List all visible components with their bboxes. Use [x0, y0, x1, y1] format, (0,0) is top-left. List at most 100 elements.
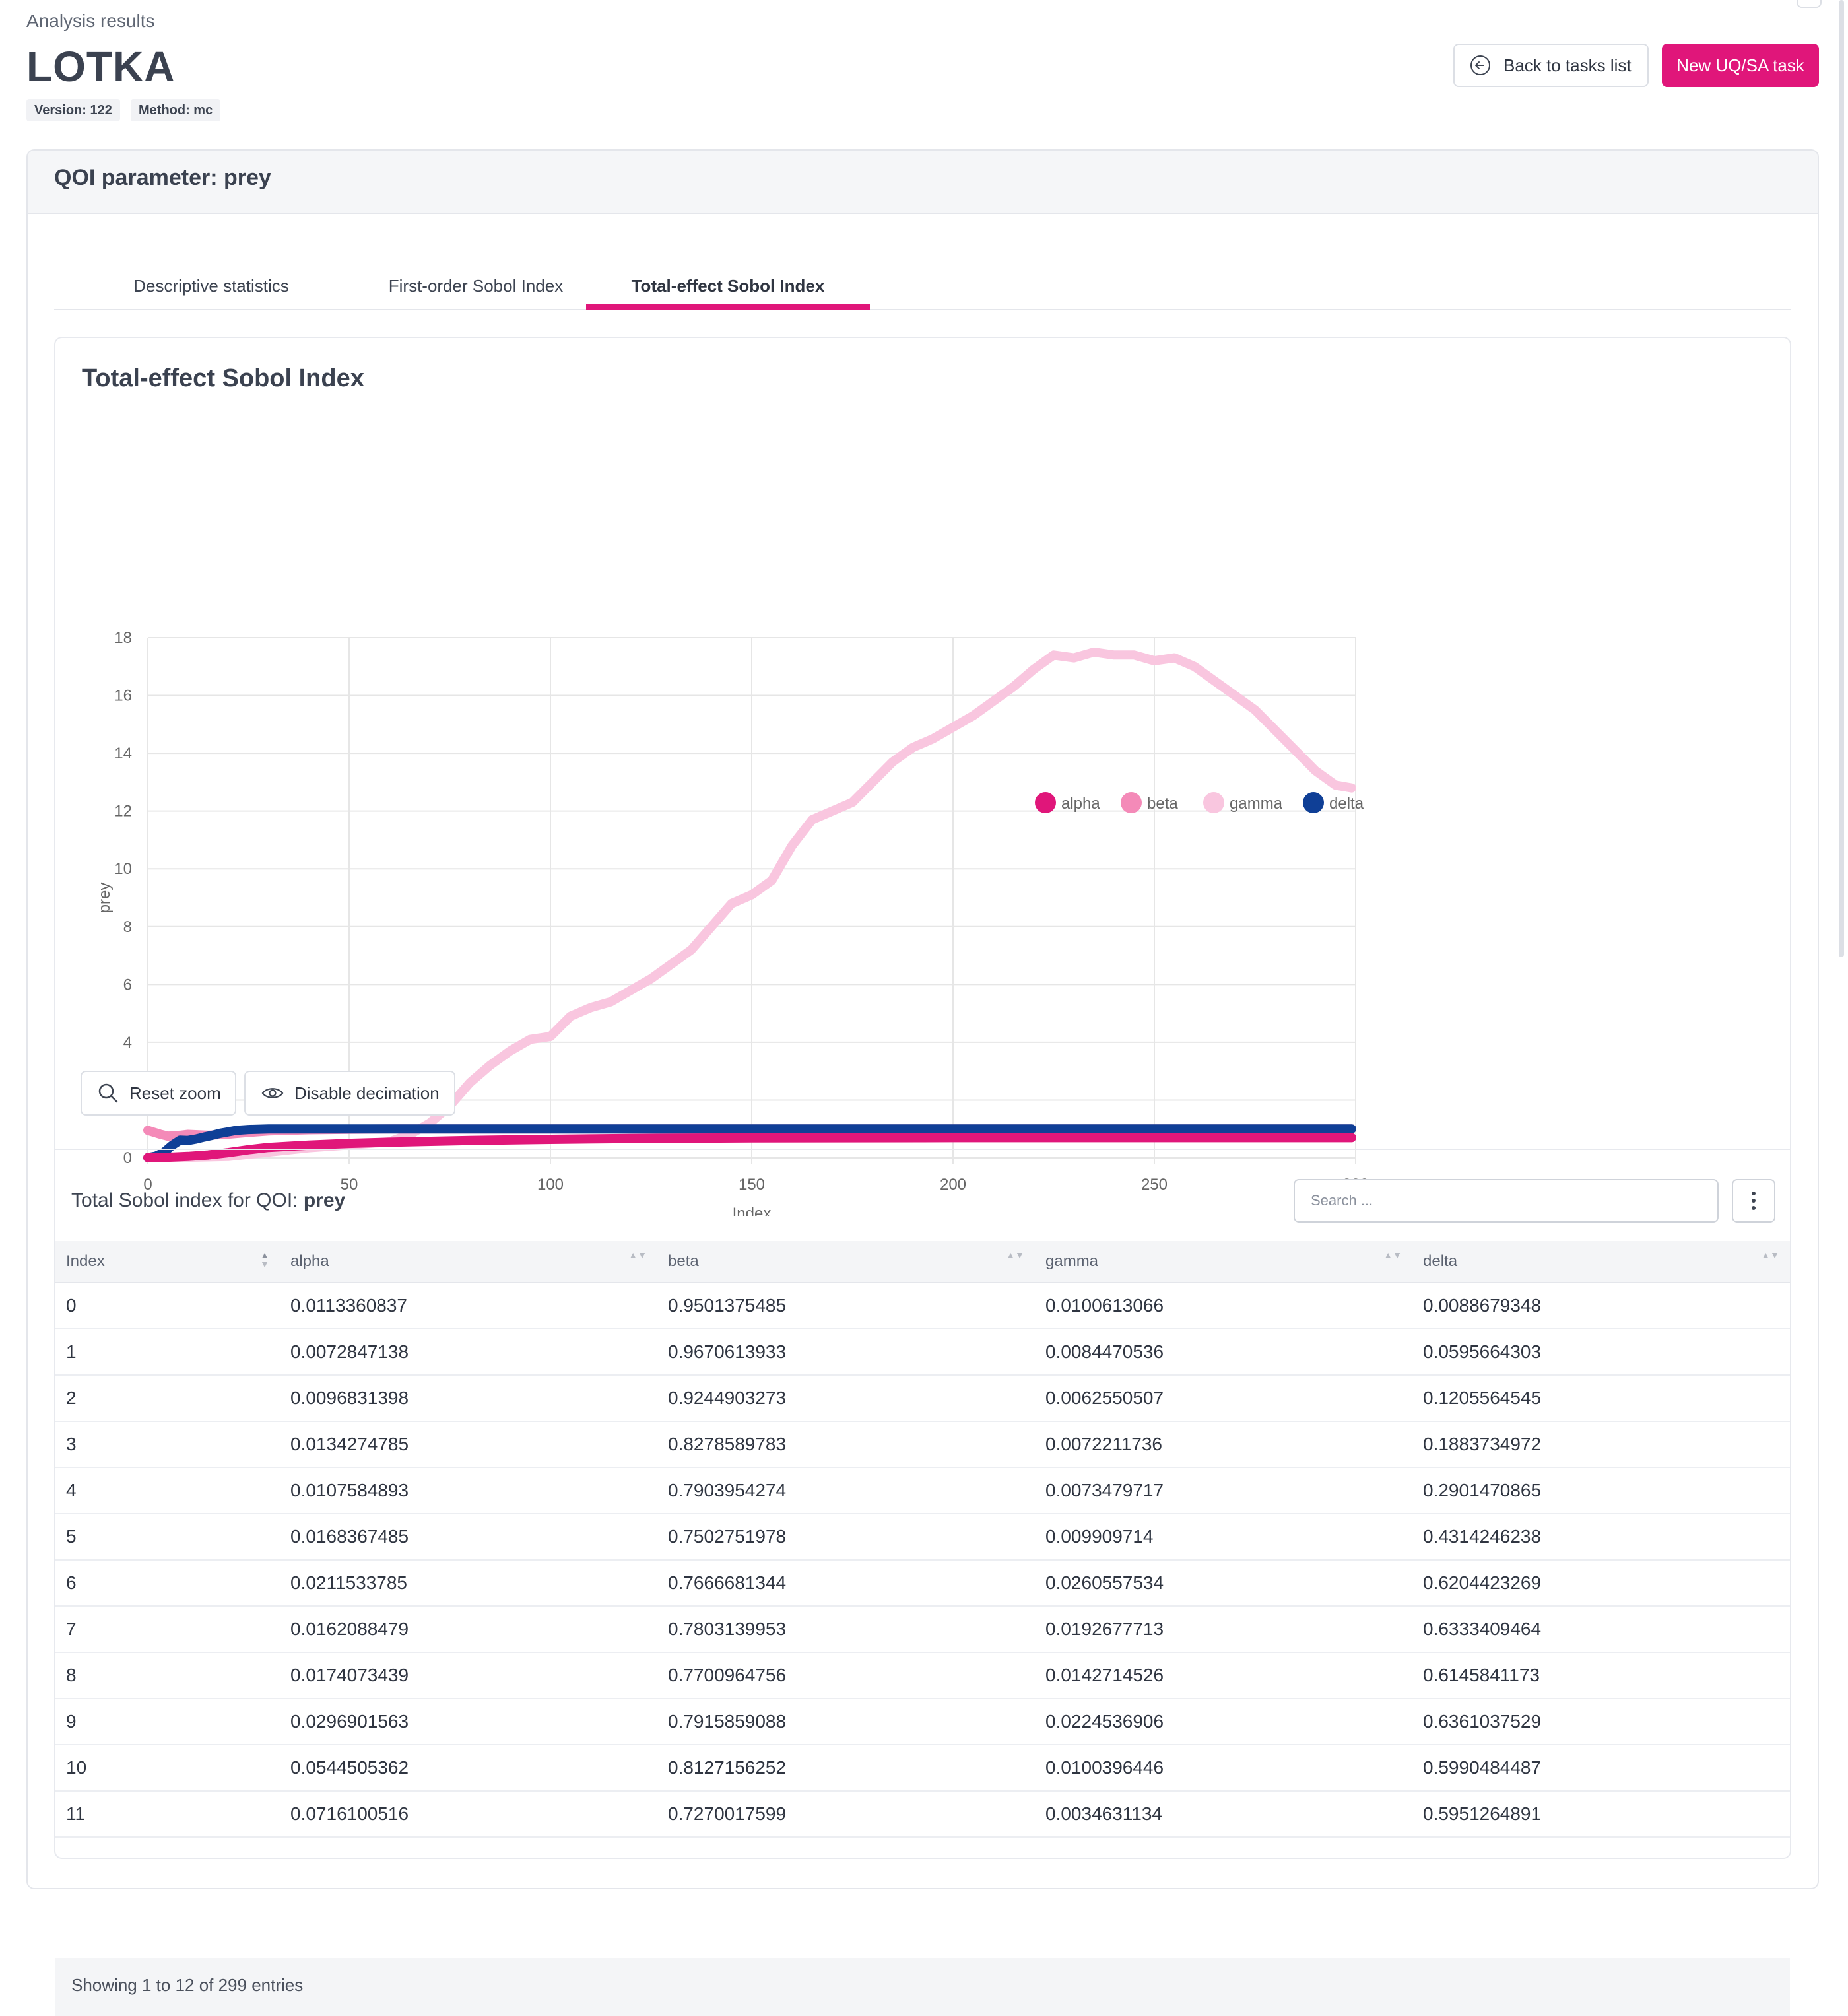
- table-cell: 0.4314246238: [1412, 1514, 1790, 1561]
- disable-decimation-button[interactable]: Disable decimation: [244, 1071, 455, 1116]
- table-title: Total Sobol index for QOI: prey: [71, 1190, 345, 1212]
- reset-zoom-button[interactable]: Reset zoom: [81, 1071, 236, 1116]
- method-badge: Method: mc: [131, 99, 221, 121]
- x-axis-label: Index: [733, 1205, 772, 1216]
- x-tick-label: 150: [739, 1176, 765, 1193]
- table-cell: 0.0142714526: [1035, 1652, 1412, 1699]
- table-cell: 0.0100396446: [1035, 1745, 1412, 1792]
- table-cell: 0.1205564545: [1412, 1375, 1790, 1422]
- table-cell: 0.7270017599: [657, 1791, 1035, 1838]
- table-row: 2 0.0096831398 0.9244903273 0.0062550507 0.1…: [55, 1375, 1790, 1422]
- table-cell: 3: [55, 1421, 280, 1468]
- table-cell: 0: [55, 1283, 280, 1329]
- back-to-tasks-button[interactable]: Back to tasks list: [1453, 44, 1649, 87]
- table-cell: 11: [55, 1791, 280, 1838]
- tab-first-order-sobol[interactable]: First-order Sobol Index: [388, 276, 564, 296]
- table-row: 7 0.0162088479 0.7803139953 0.0192677713 0.6…: [55, 1606, 1790, 1653]
- tab-total-effect-sobol[interactable]: Total-effect Sobol Index: [631, 276, 825, 296]
- table-cell: 0.0062550507: [1035, 1375, 1412, 1422]
- table-title-qoi: prey: [303, 1190, 346, 1211]
- more-options-button[interactable]: [1732, 1179, 1775, 1223]
- y-tick-label: 6: [123, 976, 132, 993]
- table-row: 10 0.0544505362 0.8127156252 0.0100396446 0.…: [55, 1745, 1790, 1792]
- column-header-gamma[interactable]: gamma ▲▼: [1035, 1241, 1412, 1283]
- table-cell: 2: [55, 1375, 280, 1422]
- table-cell: 0.0192677713: [1035, 1606, 1412, 1653]
- search-input[interactable]: Search ...: [1294, 1179, 1719, 1223]
- table-cell: 0.0034631134: [1035, 1791, 1412, 1838]
- y-tick-label: 18: [114, 629, 132, 647]
- breadcrumb: Analysis results: [26, 11, 155, 31]
- table-cell: 0.0168367485: [280, 1514, 657, 1561]
- table-cell: 7: [55, 1606, 280, 1653]
- table-cell: 0.9670613933: [657, 1329, 1035, 1376]
- column-header-beta[interactable]: beta ▲▼: [657, 1241, 1035, 1283]
- x-tick-label: 100: [537, 1176, 564, 1193]
- new-task-button[interactable]: New UQ/SA task: [1662, 44, 1819, 87]
- y-tick-label: 10: [114, 860, 132, 878]
- y-tick-label: 4: [123, 1034, 132, 1052]
- table-cell: 0.9501375485: [657, 1283, 1035, 1329]
- table-cell: 0.0296901563: [280, 1698, 657, 1745]
- table-body: 0 0.0113360837 0.9501375485 0.0100613066 0.0…: [55, 1283, 1790, 1838]
- legend-marker-alpha: [1035, 792, 1056, 813]
- sobol-table: Index ▲ ▼ alpha ▲▼ beta ▲▼ gamma ▲▼ delta ▲▼ 0…: [55, 1241, 1790, 1838]
- reset-zoom-label: Reset zoom: [129, 1083, 221, 1103]
- sort-icon: ▲▼: [260, 1250, 269, 1269]
- table-cell: 0.0224536906: [1035, 1698, 1412, 1745]
- tab-descriptive-statistics[interactable]: Descriptive statistics: [133, 276, 289, 296]
- column-header-delta[interactable]: delta ▲▼: [1412, 1241, 1790, 1283]
- table-cell: 0.6145841173: [1412, 1652, 1790, 1699]
- table-cell: 8: [55, 1652, 280, 1699]
- legend-label-gamma: gamma: [1230, 795, 1283, 813]
- table-header-row: Index ▲ ▼ alpha ▲▼ beta ▲▼ gamma ▲▼ delta ▲▼: [55, 1241, 1790, 1283]
- table-cell: 0.0716100516: [280, 1791, 657, 1838]
- column-header-alpha[interactable]: alpha ▲▼: [280, 1241, 657, 1283]
- table-cell: 0.0100613066: [1035, 1283, 1412, 1329]
- column-header-index[interactable]: Index ▲ ▼: [55, 1241, 280, 1283]
- x-tick-label: 200: [940, 1176, 966, 1193]
- table-cell: 0.5990484487: [1412, 1745, 1790, 1792]
- corner-control[interactable]: [1797, 0, 1822, 8]
- table-cell: 0.5951264891: [1412, 1791, 1790, 1838]
- table-cell: 0.1883734972: [1412, 1421, 1790, 1468]
- table-cell: 0.6361037529: [1412, 1698, 1790, 1745]
- x-tick-label: 50: [341, 1176, 358, 1193]
- sort-icon: ▲▼: [1761, 1250, 1779, 1260]
- table-cell: 0.0260557534: [1035, 1560, 1412, 1607]
- table-title-prefix: Total Sobol index for QOI:: [71, 1190, 298, 1211]
- table-cell: 0.7903954274: [657, 1467, 1035, 1514]
- table-cell: 0.6204423269: [1412, 1560, 1790, 1607]
- series-line-alpha: [143, 1133, 1356, 1162]
- column-label: Index: [66, 1252, 105, 1270]
- table-row: 6 0.0211533785 0.7666681344 0.0260557534 0.6…: [55, 1560, 1790, 1607]
- table-cell: 0.0072211736: [1035, 1421, 1412, 1468]
- table-cell: 0.0595664303: [1412, 1329, 1790, 1376]
- table-cell: 0.0088679348: [1412, 1283, 1790, 1329]
- x-tick-label: 250: [1141, 1176, 1168, 1193]
- y-tick-label: 16: [114, 687, 132, 705]
- table-cell: 0.0107584893: [280, 1467, 657, 1514]
- page-scrollbar[interactable]: [1839, 0, 1844, 957]
- table-cell: 0.0162088479: [280, 1606, 657, 1653]
- x-tick-label: 0: [143, 1176, 152, 1193]
- table-cell: 0.7803139953: [657, 1606, 1035, 1653]
- eye-icon: [261, 1085, 284, 1101]
- table-cell: 0.8278589783: [657, 1421, 1035, 1468]
- chart-title: Total-effect Sobol Index: [82, 364, 364, 392]
- column-label: beta: [668, 1252, 699, 1270]
- sort-icon: ▲▼: [1006, 1250, 1024, 1260]
- column-label: delta: [1423, 1252, 1458, 1270]
- legend-marker-beta: [1121, 792, 1142, 813]
- y-tick-label: 8: [123, 918, 132, 936]
- total-effect-chart[interactable]: 024681012141618050100150200250300Indexpr…: [55, 338, 1375, 1216]
- legend-label-delta: delta: [1329, 795, 1364, 813]
- table-row: 11 0.0716100516 0.7270017599 0.0034631134 0.…: [55, 1791, 1790, 1838]
- legend-label-alpha: alpha: [1061, 795, 1100, 813]
- table-cell: 0.009909714: [1035, 1514, 1412, 1561]
- legend-marker-gamma: [1203, 792, 1224, 813]
- table-row: 1 0.0072847138 0.9670613933 0.0084470536 0.0…: [55, 1329, 1790, 1376]
- table-cell: 10: [55, 1745, 280, 1792]
- table-cell: 0.6333409464: [1412, 1606, 1790, 1653]
- table-footer: [55, 1958, 1790, 2016]
